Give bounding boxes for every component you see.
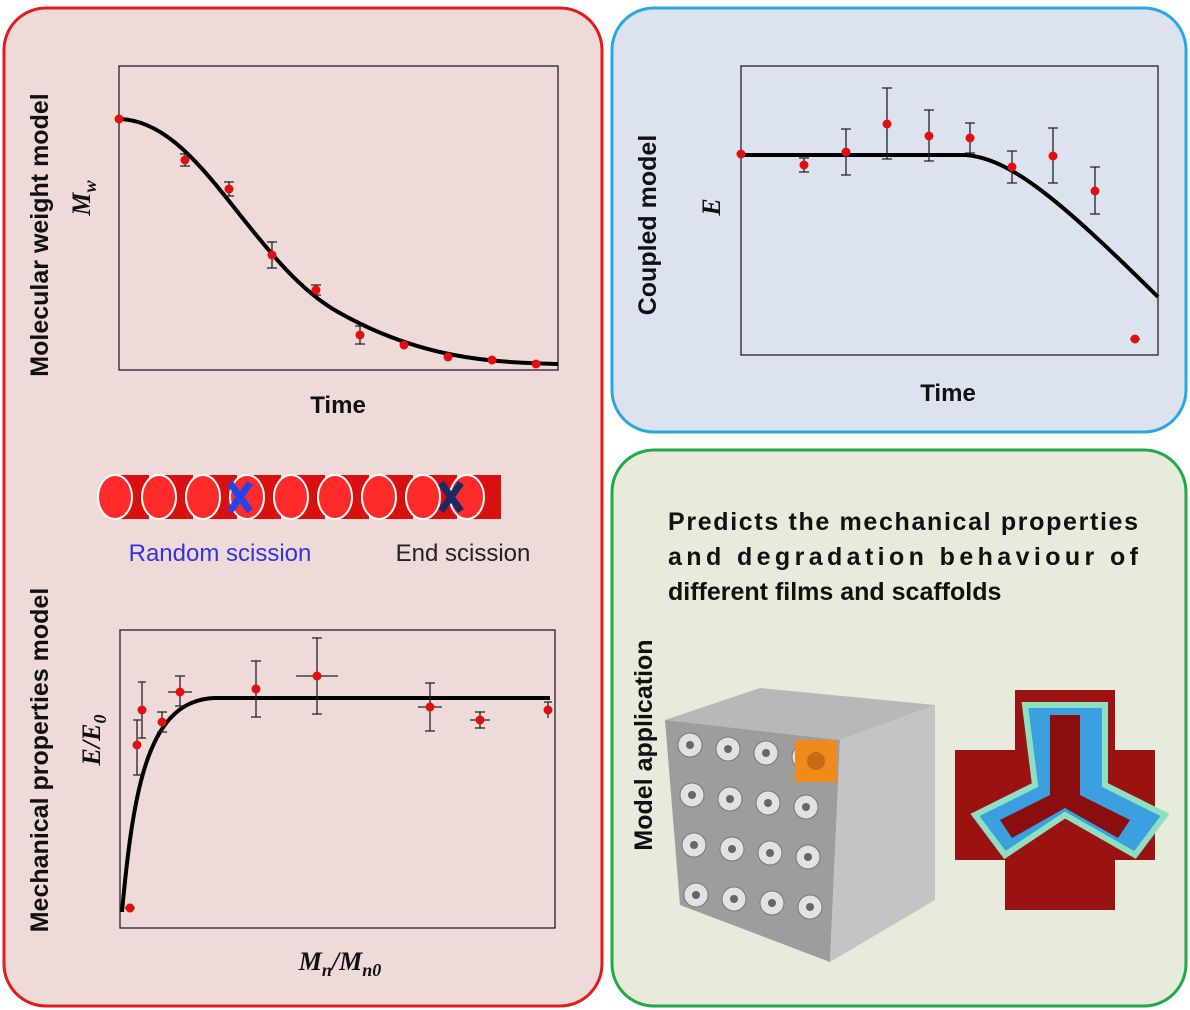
strut-hole xyxy=(724,745,732,753)
strut-hole xyxy=(688,791,696,799)
description-line: and degradation behaviour of xyxy=(668,543,1139,571)
strut-hole xyxy=(806,903,814,911)
panel-title: Molecular weight model xyxy=(26,93,54,376)
y-label-main: M xyxy=(67,192,96,217)
description-line: Predicts the mechanical properties xyxy=(668,508,1138,536)
y-label-sub: w xyxy=(80,179,100,192)
y-label-sub: 0 xyxy=(90,715,110,724)
y-label: E xyxy=(697,198,726,216)
y-label-main: E/E xyxy=(77,724,106,767)
description-line: different films and scaffolds xyxy=(668,578,1001,606)
strut-hole xyxy=(766,849,774,857)
x-label-part: /M xyxy=(330,947,363,976)
strut-hole xyxy=(728,845,736,853)
strut-hole xyxy=(768,899,776,907)
random-scission-label: Random scission xyxy=(129,540,312,567)
bead-face xyxy=(98,475,132,519)
x-label: Time xyxy=(920,380,976,407)
strut-hole xyxy=(764,799,772,807)
bead-face xyxy=(362,475,396,519)
panel-title: Model application xyxy=(630,639,658,850)
x-label: Time xyxy=(310,392,366,419)
coupled-panel xyxy=(612,8,1186,432)
x-label-part: n xyxy=(322,960,332,980)
bead-face xyxy=(318,475,352,519)
strut-hole xyxy=(804,853,812,861)
strut-hole xyxy=(726,795,734,803)
bead-face xyxy=(274,475,308,519)
strut-hole xyxy=(762,749,770,757)
strut-hole xyxy=(802,803,810,811)
panel-title: Mechanical properties model xyxy=(26,588,54,933)
graphical-abstract: Time Mw Molecular weight model Random sc… xyxy=(0,0,1190,1010)
bead-face xyxy=(186,475,220,519)
panel-title: Coupled model xyxy=(634,135,662,316)
x-label-part: M xyxy=(298,947,323,976)
end-scission-label: End scission xyxy=(396,540,531,567)
bead-face xyxy=(406,475,440,519)
strut-hole xyxy=(730,895,738,903)
strut-hole xyxy=(690,841,698,849)
strut-hole xyxy=(692,891,700,899)
x-label-part: n0 xyxy=(362,960,381,980)
strut-hole xyxy=(686,741,694,749)
bead-face xyxy=(142,475,176,519)
